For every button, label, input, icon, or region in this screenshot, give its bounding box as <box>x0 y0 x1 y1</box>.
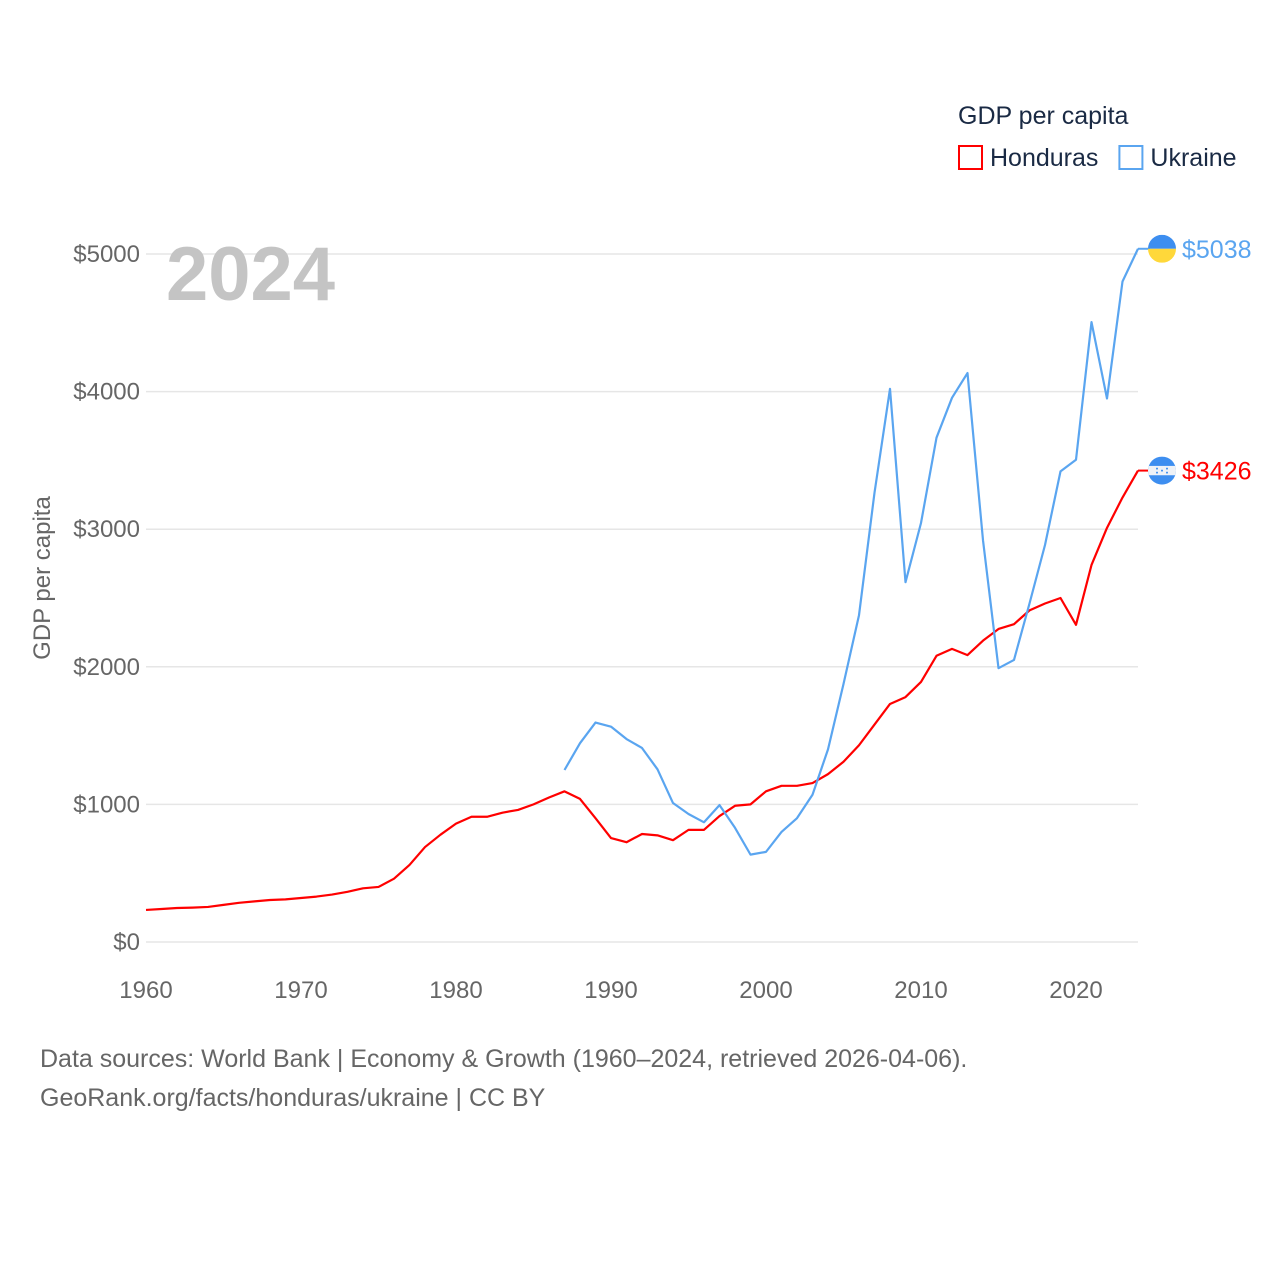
x-tick-label: 1960 <box>119 977 172 1004</box>
x-tick-label: 2010 <box>894 977 947 1004</box>
x-tick-label: 1980 <box>429 977 482 1004</box>
y-axis-label: GDP per capita <box>29 496 56 660</box>
y-tick-label: $5000 <box>73 241 140 268</box>
legend-title: GDP per capita <box>958 102 1129 130</box>
x-tick-label: 1990 <box>584 977 637 1004</box>
x-tick-label: 2000 <box>739 977 792 1004</box>
y-tick-label: $0 <box>113 929 140 956</box>
honduras-flag-icon <box>1148 456 1176 485</box>
legend-label-ukraine[interactable]: Ukraine <box>1150 144 1236 172</box>
legend-swatch-ukraine[interactable] <box>1118 145 1144 170</box>
y-tick-label: $4000 <box>73 379 140 406</box>
y-tick-label: $2000 <box>73 654 140 681</box>
ukraine-flag-icon <box>1148 234 1176 263</box>
end-value-label-ukraine: $5038 <box>1182 236 1252 264</box>
x-tick-label: 1970 <box>274 977 327 1004</box>
y-tick-label: $1000 <box>73 791 140 818</box>
y-tick-label: $3000 <box>73 516 140 543</box>
year-watermark: 2024 <box>166 232 335 317</box>
series-line-ukraine <box>563 248 1139 856</box>
legend-swatch-honduras[interactable] <box>958 145 983 170</box>
x-tick-label: 2020 <box>1049 977 1102 1004</box>
source-line-1: Data sources: World Bank | Economy & Gro… <box>40 1045 968 1073</box>
legend-label-honduras[interactable]: Honduras <box>990 144 1098 172</box>
source-line-2[interactable]: GeoRank.org/facts/honduras/ukraine | CC … <box>40 1084 546 1112</box>
end-value-label-honduras: $3426 <box>1182 458 1252 486</box>
series-line-honduras <box>145 470 1139 912</box>
